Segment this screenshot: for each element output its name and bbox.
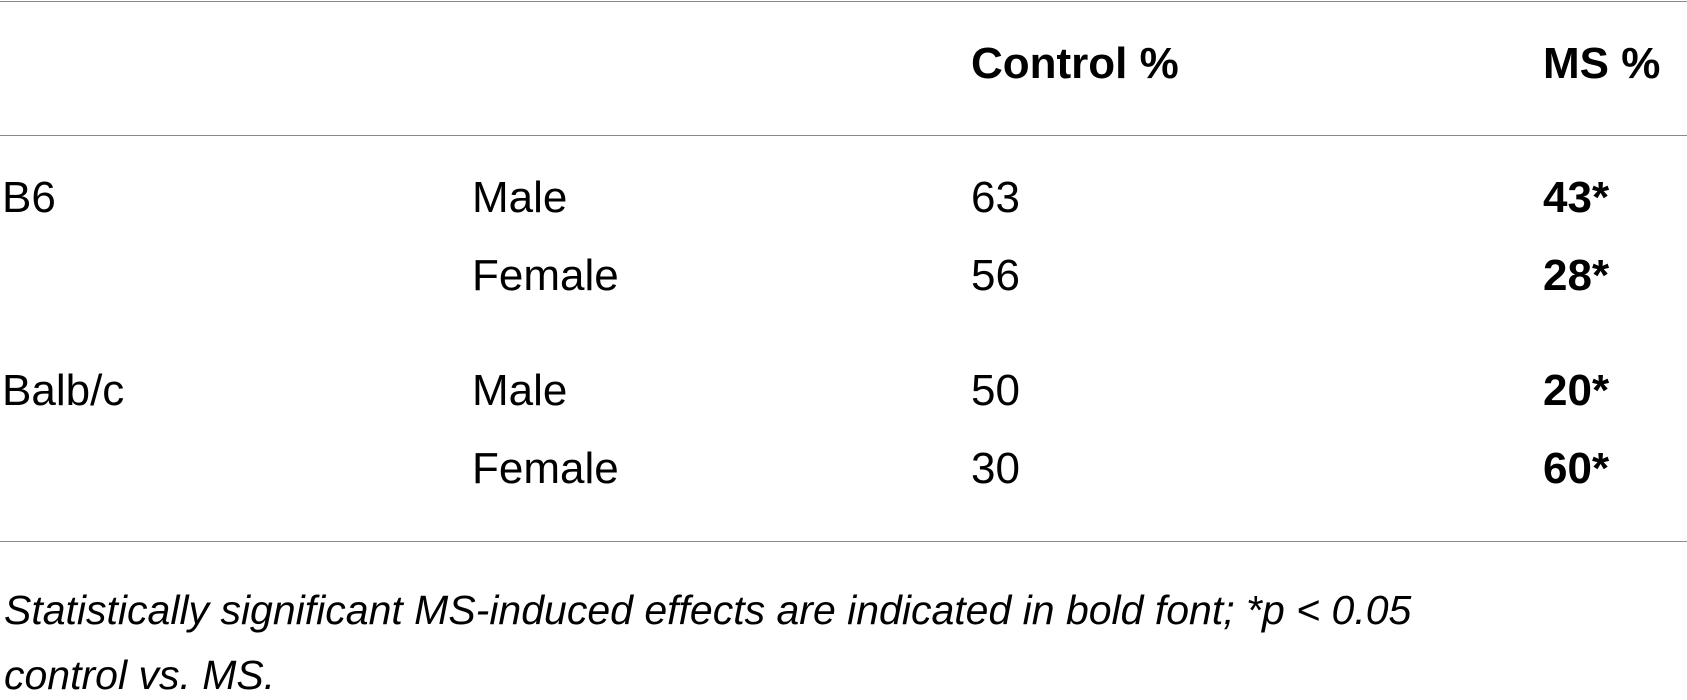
control-cell: 50 xyxy=(971,366,1020,415)
control-cell: 30 xyxy=(971,444,1020,493)
bottom-rule xyxy=(0,541,1687,542)
header-rule xyxy=(0,135,1687,136)
header-control: Control % xyxy=(971,39,1179,88)
footnote-line-2: control vs. MS. xyxy=(4,652,276,698)
strain-cell: B6 xyxy=(2,173,56,222)
sex-cell: Male xyxy=(472,366,568,415)
ms-cell: 28* xyxy=(1543,251,1610,300)
header-ms: MS % xyxy=(1543,39,1661,88)
ms-cell: 20* xyxy=(1543,366,1610,415)
sex-cell: Female xyxy=(472,251,619,300)
ms-cell: 43* xyxy=(1543,173,1610,222)
control-cell: 63 xyxy=(971,173,1020,222)
control-cell: 56 xyxy=(971,251,1020,300)
footnote-line-1: Statistically significant MS-induced eff… xyxy=(4,587,1412,633)
sex-cell: Female xyxy=(472,444,619,493)
strain-cell: Balb/c xyxy=(2,366,125,415)
top-rule xyxy=(0,1,1687,2)
sex-cell: Male xyxy=(472,173,568,222)
ms-cell: 60* xyxy=(1543,444,1610,493)
